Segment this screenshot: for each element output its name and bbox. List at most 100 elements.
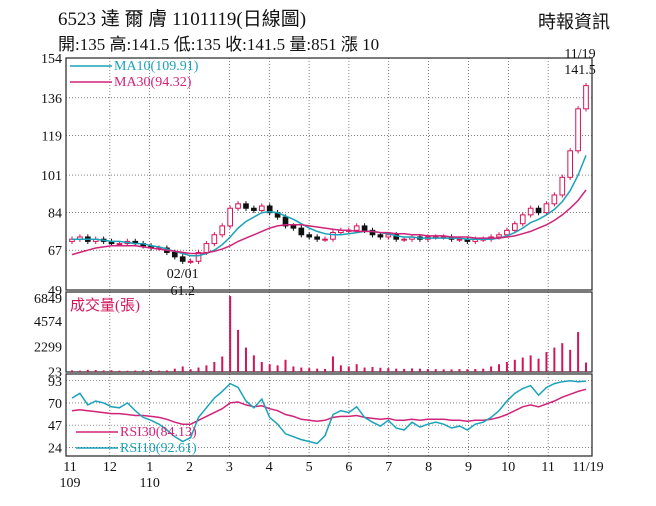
price-tick-label: 49: [48, 284, 62, 299]
price-panel-frame: [65, 57, 593, 291]
volume-bar: [545, 352, 548, 372]
month-tick-label: 1: [146, 460, 153, 475]
candle-body: [171, 251, 178, 258]
month-tick-label: 4: [266, 460, 273, 475]
volume-bar: [339, 365, 342, 372]
volume-bar: [482, 368, 485, 372]
volume-bar: [229, 296, 232, 372]
price-tick-label: 101: [41, 169, 62, 184]
low-value-annotation: 61.2: [170, 284, 195, 299]
month-tick-label: 5: [306, 460, 313, 475]
high-value-annotation: 141.5: [564, 63, 596, 78]
volume-bar: [331, 356, 334, 372]
candle-body: [179, 256, 186, 262]
volume-bar: [197, 367, 200, 372]
price-tick-label: 119: [42, 129, 62, 144]
volume-bar: [363, 367, 366, 372]
rsi-tick-label: 93: [48, 375, 62, 390]
volume-bar: [521, 357, 524, 372]
candle-body: [219, 225, 226, 236]
volume-bar: [268, 364, 271, 372]
rsi-tick-label: 70: [48, 397, 62, 412]
month-tick-label: 11/19: [572, 460, 603, 475]
volume-bar: [181, 366, 184, 372]
volume-bar: [529, 355, 532, 372]
rsi-legend-label: RSI30(84.13): [120, 425, 197, 440]
volume-bar: [189, 369, 192, 372]
candle-body: [235, 203, 241, 209]
candle-body: [322, 238, 328, 241]
candle-body: [266, 205, 273, 214]
candle-body: [575, 108, 581, 152]
volume-bar: [150, 370, 153, 372]
ma30-line: [71, 189, 587, 256]
volume-bar: [418, 368, 421, 372]
volume-bar: [553, 347, 556, 372]
volume-bar: [466, 369, 469, 372]
candle-body: [282, 216, 289, 227]
volume-bar: [442, 369, 445, 372]
volume-bar: [434, 369, 437, 372]
volume-bar: [308, 368, 311, 372]
volume-bar: [118, 370, 121, 372]
price-tick-label: 154: [41, 52, 62, 67]
volume-bar: [387, 368, 390, 372]
ma10-line: [72, 155, 587, 257]
volume-bar: [371, 367, 374, 372]
month-tick-label: 2: [186, 460, 193, 475]
month-tick-label: 6: [345, 460, 352, 475]
volume-tick-label: 4574: [34, 315, 62, 330]
candle-body: [203, 243, 210, 253]
volume-bar: [513, 359, 516, 372]
volume-bar: [577, 332, 580, 372]
volume-bar: [490, 366, 493, 372]
volume-panel-frame: [65, 291, 593, 373]
candle-body: [369, 229, 376, 236]
month-tick-label: 11: [541, 460, 554, 475]
price-tick-label: 67: [48, 244, 62, 259]
candle-body: [116, 243, 123, 246]
candle-body: [353, 225, 360, 231]
volume-bar: [102, 370, 105, 372]
candle-body: [298, 227, 305, 236]
volume-bar: [395, 368, 398, 372]
ohlc-summary: 開:135 高:141.5 低:135 收:141.5 量:851 漲 10: [58, 35, 380, 54]
volume-bar: [561, 343, 564, 372]
candle-body: [496, 234, 502, 238]
rsi10-line: [71, 380, 587, 445]
month-tick-label: 12: [103, 460, 117, 475]
volume-bar: [157, 370, 160, 372]
candle-body: [567, 150, 574, 178]
volume-bar: [244, 347, 247, 372]
volume-tick-label: 6849: [34, 292, 62, 307]
volume-bar: [284, 359, 287, 372]
candle-body: [377, 234, 384, 238]
month-tick-label: 3: [226, 460, 233, 475]
volume-bar: [165, 370, 168, 372]
volume-bar: [205, 365, 208, 372]
chart-title: 6523 達 爾 膚 1101119(日線圖): [58, 9, 307, 30]
candle-body: [543, 203, 550, 214]
candle-body: [559, 176, 566, 196]
price-tick-label: 84: [48, 207, 62, 222]
volume-bar: [110, 370, 113, 372]
year-tick-label: 109: [60, 476, 81, 491]
rsi-legend-label: RSI10(92.61): [120, 441, 197, 456]
volume-bar: [78, 370, 81, 372]
candle-body: [211, 234, 218, 245]
candle-body: [511, 223, 518, 231]
candle-body: [195, 251, 202, 262]
volume-bar: [237, 329, 240, 372]
volume-bar: [498, 364, 501, 372]
volume-bar: [379, 367, 382, 372]
volume-bar: [292, 366, 295, 372]
month-tick-label: 10: [501, 460, 515, 475]
candle-body: [456, 238, 463, 241]
volume-bar: [585, 362, 587, 372]
rsi30-line: [71, 388, 587, 425]
rsi-tick-label: 47: [48, 419, 62, 434]
rsi-tick-label: 24: [48, 441, 62, 456]
volume-bar: [403, 368, 406, 372]
volume-bar: [411, 368, 414, 372]
